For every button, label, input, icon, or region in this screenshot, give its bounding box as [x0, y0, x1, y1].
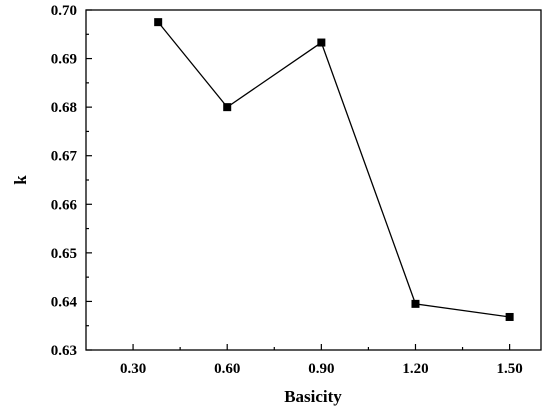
data-point — [154, 18, 163, 27]
x-tick-label: 1.50 — [496, 361, 522, 377]
data-point — [317, 38, 326, 47]
x-tick-label: 0.30 — [120, 361, 146, 377]
y-tick-label: 0.69 — [51, 52, 77, 68]
plot-frame — [85, 9, 542, 351]
y-tick-label: 0.66 — [51, 197, 78, 213]
x-axis-title: Basicity — [284, 387, 342, 406]
y-axis: 0.63 0.64 0.65 0.66 0.67 0.68 0.69 0.70 — [51, 3, 92, 359]
series-line — [157, 21, 510, 318]
y-tick-label: 0.64 — [51, 294, 78, 310]
y-tick-label: 0.67 — [51, 149, 78, 165]
x-tick-label: 1.20 — [402, 361, 428, 377]
y-axis-title: k — [11, 175, 30, 185]
data-point — [223, 103, 232, 112]
data-point — [411, 299, 420, 308]
x-axis: 0.30 0.60 0.90 1.20 1.50 — [120, 344, 523, 377]
y-tick-label: 0.70 — [51, 3, 77, 19]
x-tick-label: 0.60 — [214, 361, 240, 377]
x-tick-label: 0.90 — [308, 361, 334, 377]
data-point — [505, 312, 514, 321]
y-tick-label: 0.65 — [51, 246, 77, 262]
y-tick-label: 0.63 — [51, 343, 77, 359]
series-group — [154, 18, 514, 321]
y-tick-label: 0.68 — [51, 100, 77, 116]
